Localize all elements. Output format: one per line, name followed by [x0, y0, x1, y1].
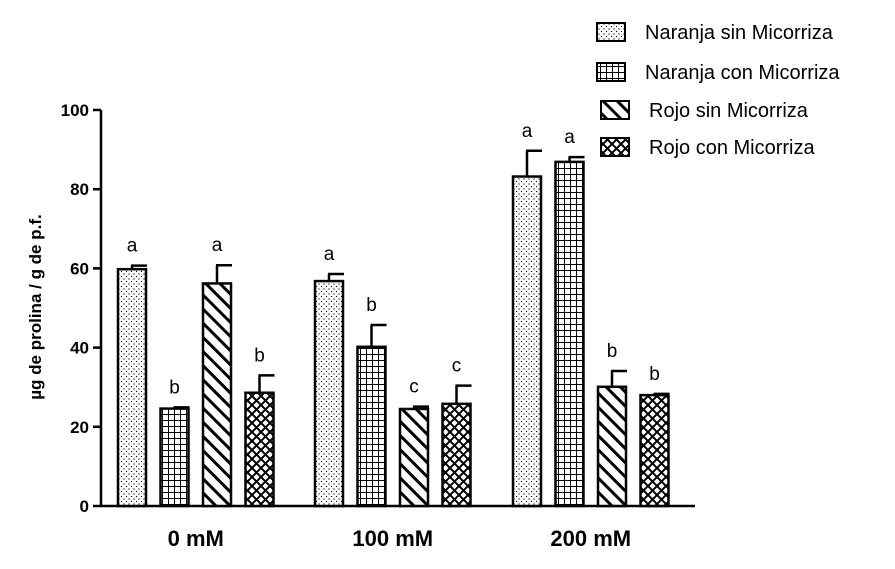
y-tick-label: 40: [70, 339, 89, 358]
legend-label: Rojo sin Micorriza: [649, 100, 809, 122]
error-bar: [455, 384, 472, 404]
significance-label: b: [254, 345, 265, 366]
significance-label: b: [169, 377, 180, 398]
bar: [356, 345, 387, 508]
error-bar: [130, 264, 147, 270]
y-tick-label: 20: [70, 418, 89, 437]
error-bar: [412, 405, 429, 409]
legend-swatch: [600, 100, 630, 120]
error-bar: [215, 263, 232, 284]
bar: [639, 393, 670, 508]
error-bar: [653, 392, 670, 396]
error-bar: [610, 369, 627, 387]
significance-label: a: [522, 121, 533, 142]
bar: [116, 267, 148, 508]
bar: [596, 385, 628, 508]
error-bar: [327, 272, 344, 282]
significance-label: a: [127, 236, 138, 257]
error-bar: [568, 155, 585, 162]
axes: 0 20 40 60 80 100: [61, 101, 695, 516]
significance-label: b: [607, 341, 618, 362]
significance-label: c: [452, 356, 462, 377]
bar: [511, 175, 543, 508]
bar: [441, 402, 472, 508]
legend-swatch: [596, 22, 626, 42]
significance-label: a: [212, 235, 223, 256]
y-axis-title: µg de prolina / g de p.f.: [26, 214, 45, 399]
significance-label: b: [649, 364, 660, 385]
bar-group: a b a b 0 mM a b c c 100 mM a a b b 200 mM: [116, 121, 670, 551]
legend-swatch: [600, 137, 630, 157]
significance-label: b: [366, 295, 377, 316]
legend: Naranja sin Micorriza Naranja con Micorri…: [596, 22, 840, 159]
error-bar: [173, 406, 190, 409]
legend-swatch: [596, 62, 626, 82]
significance-label: c: [409, 377, 419, 398]
legend-label: Rojo con Micorriza: [649, 137, 815, 159]
bar: [554, 160, 585, 508]
x-category-label: 0 mM: [168, 526, 224, 551]
y-tick-label: 80: [70, 180, 89, 199]
y-tick-label: 60: [70, 259, 89, 278]
significance-label: a: [324, 244, 335, 265]
x-category-label: 200 mM: [550, 526, 631, 551]
bar: [398, 407, 430, 508]
error-bar: [370, 323, 387, 347]
error-bar: [525, 149, 542, 177]
legend-label: Naranja sin Micorriza: [645, 22, 834, 44]
bar: [313, 279, 345, 508]
error-bar: [258, 374, 275, 393]
bar: [159, 407, 190, 508]
y-tick-label: 100: [61, 101, 89, 120]
x-category-label: 100 mM: [352, 526, 433, 551]
significance-label: a: [564, 127, 575, 148]
legend-label: Naranja con Micorriza: [645, 62, 840, 84]
bar: [244, 391, 275, 508]
bar: [201, 282, 233, 508]
y-tick-label: 0: [80, 497, 89, 516]
